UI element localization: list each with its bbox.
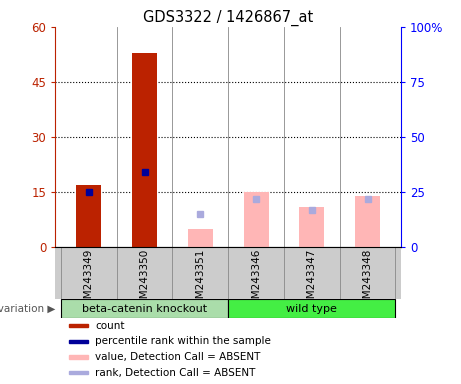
Text: GSM243348: GSM243348 (363, 249, 372, 312)
Bar (132, 53, 157, 247)
Text: GSM243347: GSM243347 (307, 249, 317, 312)
Text: GSM243350: GSM243350 (140, 249, 149, 312)
Text: rank, Detection Call = ABSENT: rank, Detection Call = ABSENT (95, 368, 255, 378)
Bar (355, 196, 380, 247)
Bar (69, 371, 88, 374)
Text: value, Detection Call = ABSENT: value, Detection Call = ABSENT (95, 352, 260, 362)
Text: GSM243346: GSM243346 (251, 249, 261, 312)
Text: GSM243351: GSM243351 (195, 249, 205, 312)
Bar (69, 324, 88, 327)
Bar (69, 355, 88, 359)
Bar (299, 207, 325, 247)
Text: percentile rank within the sample: percentile rank within the sample (95, 336, 271, 346)
Text: count: count (95, 321, 124, 331)
Bar (76, 185, 101, 247)
Text: GSM243349: GSM243349 (84, 249, 94, 312)
Text: wild type: wild type (286, 303, 337, 314)
Bar (228, 299, 396, 318)
Bar (243, 192, 269, 247)
Bar (188, 229, 213, 247)
Bar (69, 339, 88, 343)
Bar (61, 299, 228, 318)
Text: beta-catenin knockout: beta-catenin knockout (82, 303, 207, 314)
Text: genotype/variation ▶: genotype/variation ▶ (0, 303, 55, 314)
Title: GDS3322 / 1426867_at: GDS3322 / 1426867_at (143, 9, 313, 25)
